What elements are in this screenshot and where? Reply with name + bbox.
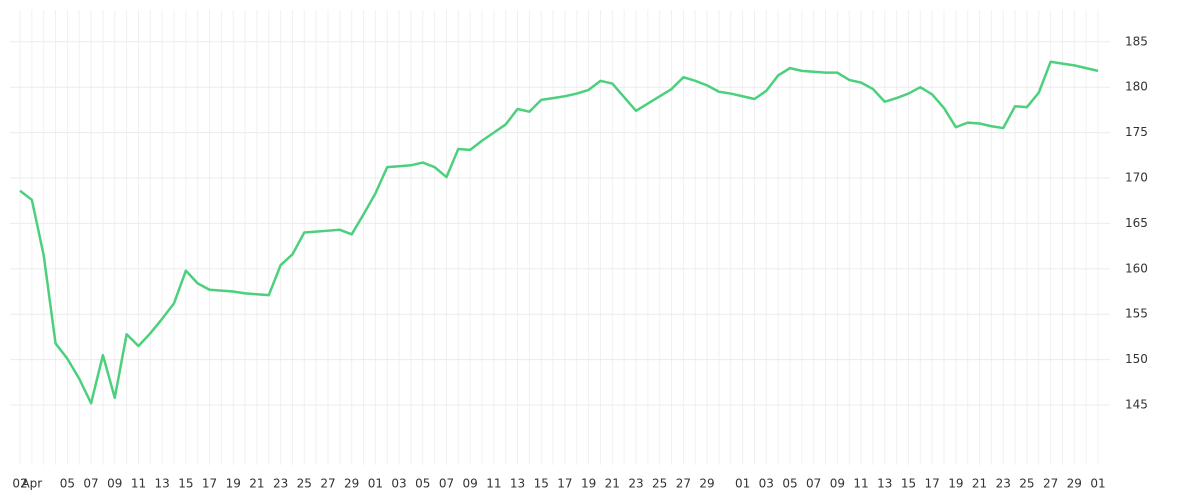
x-tick-label: 07 (806, 477, 821, 491)
x-tick-label: 02 (12, 477, 27, 491)
y-tick-label: 155 (1125, 307, 1148, 321)
y-tick-label: 145 (1125, 398, 1148, 412)
x-tick-label: 13 (155, 477, 170, 491)
x-tick-label: 27 (320, 477, 335, 491)
x-tick-label: 21 (605, 477, 620, 491)
x-tick-label: 13 (877, 477, 892, 491)
x-tick-label: 21 (972, 477, 987, 491)
x-tick-label: 25 (652, 477, 667, 491)
x-tick-label: 03 (391, 477, 406, 491)
x-tick-label: 05 (415, 477, 430, 491)
x-tick-label: 25 (1019, 477, 1034, 491)
x-tick-label: 17 (925, 477, 940, 491)
line-series (19, 60, 1099, 405)
x-tick-label: 05 (60, 477, 75, 491)
x-tick-label: 29 (699, 477, 714, 491)
y-tick-label: 175 (1125, 125, 1148, 139)
x-tick-label: 15 (901, 477, 916, 491)
x-tick-label: 11 (131, 477, 146, 491)
y-tick-label: 150 (1125, 352, 1148, 366)
x-tick-label: 27 (676, 477, 691, 491)
x-tick-label: 21 (249, 477, 264, 491)
x-tick-label: 29 (344, 477, 359, 491)
x-tick-label: 09 (830, 477, 845, 491)
x-tick-label: 27 (1043, 477, 1058, 491)
x-tick-label: 01 (368, 477, 383, 491)
x-tick-label: 29 (1067, 477, 1082, 491)
x-tick-label: 11 (853, 477, 868, 491)
y-tick-label: 170 (1125, 171, 1148, 185)
x-tick-label: 07 (439, 477, 454, 491)
x-tick-label: 15 (178, 477, 193, 491)
y-tick-label: 180 (1125, 80, 1148, 94)
x-tick-label: 13 (510, 477, 525, 491)
x-tick-label: 19 (948, 477, 963, 491)
x-tick-label: Apr (21, 477, 42, 491)
y-tick-label: 165 (1125, 216, 1148, 230)
x-tick-label: 01 (735, 477, 750, 491)
x-tick-label: 05 (782, 477, 797, 491)
x-tick-label: 17 (557, 477, 572, 491)
x-tick-label: 23 (628, 477, 643, 491)
x-tick-label: 09 (463, 477, 478, 491)
x-tick-label: 11 (486, 477, 501, 491)
x-tick-label: 01 (1090, 477, 1105, 491)
x-tick-label: 19 (226, 477, 241, 491)
x-tick-label: 03 (759, 477, 774, 491)
y-tick-label: 160 (1125, 261, 1148, 275)
x-tick-label: 09 (107, 477, 122, 491)
x-tick-label: 17 (202, 477, 217, 491)
x-tick-label: 23 (996, 477, 1011, 491)
x-tick-label: 15 (534, 477, 549, 491)
x-tick-label: 23 (273, 477, 288, 491)
x-tick-label: 07 (83, 477, 98, 491)
y-tick-label: 185 (1125, 34, 1148, 48)
x-tick-label: 19 (581, 477, 596, 491)
x-tick-label: 25 (297, 477, 312, 491)
